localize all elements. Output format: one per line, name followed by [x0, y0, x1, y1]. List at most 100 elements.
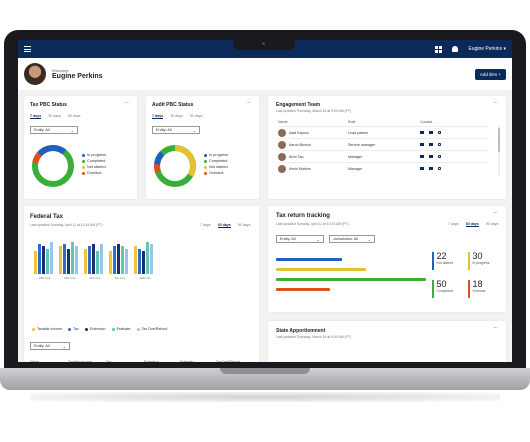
scrollbar-thumb[interactable] — [498, 128, 500, 152]
bar[interactable] — [71, 242, 74, 274]
app-grid-icon[interactable] — [435, 45, 443, 53]
tab-30-days[interactable]: 30 days — [217, 223, 231, 228]
donut-not-started — [154, 145, 196, 187]
legend-label: Not started — [87, 165, 106, 169]
bar[interactable] — [84, 248, 87, 274]
x-tick-label: JKL Corp — [114, 277, 126, 280]
member-name: Alvin Tao — [289, 154, 304, 159]
tab-7-days[interactable]: 7 days — [152, 114, 164, 119]
phone-icon[interactable] — [438, 155, 441, 158]
more-options-icon[interactable]: ··· — [493, 100, 498, 106]
hamburger-menu-icon[interactable] — [24, 46, 31, 52]
federal-tax-entity-select[interactable]: Entity: All ⌄ — [30, 342, 70, 350]
tracking-title: Tax return tracking — [276, 213, 330, 219]
select-label: Entity: All — [34, 128, 50, 132]
legend-item: Overdue — [204, 170, 228, 176]
tracking-bar[interactable] — [276, 258, 342, 261]
mail-icon[interactable] — [429, 155, 433, 158]
bar[interactable] — [100, 244, 103, 274]
tab-90-days[interactable]: 90 days — [67, 114, 81, 118]
legend-dot — [82, 153, 85, 157]
phone-icon[interactable] — [438, 143, 441, 146]
bar[interactable] — [96, 250, 99, 274]
bar[interactable] — [63, 244, 66, 274]
member-name: Aaron Buxton — [289, 142, 311, 147]
tracking-entity-select[interactable]: Entity: All ⌄ — [276, 235, 324, 243]
bar[interactable] — [134, 246, 137, 274]
tab-30-days[interactable]: 30 days — [170, 114, 183, 118]
bar[interactable] — [67, 248, 70, 274]
tracking-jurisdiction-select[interactable]: Jurisdiction: All ⌄ — [329, 235, 375, 243]
mail-icon[interactable] — [429, 143, 433, 146]
bar[interactable] — [59, 246, 62, 274]
tracking-bar[interactable] — [276, 278, 426, 281]
tab-90-days[interactable]: 90 days — [485, 222, 499, 226]
more-options-icon[interactable]: ··· — [246, 100, 251, 106]
col-name: Name — [278, 120, 348, 124]
legend-dot — [82, 165, 85, 169]
engagement-title: Engagement Team — [276, 102, 321, 108]
tab-90-days[interactable]: 90 days — [189, 114, 203, 118]
stat-value: 50 — [436, 279, 447, 289]
legend-label: Estimate — [116, 327, 131, 331]
table-header: Name Role Contact — [278, 118, 488, 126]
mail-icon[interactable] — [429, 131, 433, 134]
audit-pbc-entity-select[interactable]: Entity: All ⌄ — [152, 126, 200, 134]
tracking-bar[interactable] — [276, 268, 366, 271]
tab-30-days[interactable]: 30 days — [465, 222, 479, 227]
tracking-bar[interactable] — [276, 288, 330, 291]
bar[interactable] — [109, 250, 112, 274]
phone-icon[interactable] — [438, 167, 441, 170]
bar[interactable] — [138, 248, 141, 274]
bell-icon[interactable] — [452, 46, 459, 52]
legend-label: Overdue — [87, 171, 102, 175]
avatar — [278, 152, 286, 161]
stat-color-bar — [432, 252, 434, 270]
select-label: Entity: All — [280, 237, 296, 241]
bar[interactable] — [75, 246, 78, 274]
tab-90-days[interactable]: 90 days — [237, 223, 251, 227]
tracking-bars — [276, 258, 426, 298]
bar[interactable] — [42, 246, 45, 274]
legend-dot — [82, 171, 85, 175]
add-tiles-button[interactable]: Add tiles + — [474, 68, 506, 80]
stat-tile: 18 Overdue — [468, 280, 486, 298]
phone-icon[interactable] — [438, 131, 441, 134]
tax-pbc-entity-select[interactable]: Entity: All ⌄ — [30, 126, 78, 134]
federal-tax-table: Name Taxable Income Tax Extension Estimate Ta… — [30, 356, 255, 363]
tax-return-tracking-card: Tax return tracking Last updated Tuesday… — [268, 206, 506, 312]
stat-color-bar — [468, 252, 470, 270]
bar[interactable] — [121, 246, 124, 274]
engagement-team-card: Engagement Team Last updated Thursday, M… — [268, 96, 506, 199]
bar[interactable] — [88, 246, 91, 274]
bar[interactable] — [142, 250, 145, 274]
chat-icon[interactable] — [420, 155, 424, 158]
bar[interactable] — [113, 246, 116, 274]
mail-icon[interactable] — [429, 167, 433, 170]
chat-icon[interactable] — [420, 167, 424, 170]
chat-icon[interactable] — [420, 143, 424, 146]
bar[interactable] — [125, 248, 128, 274]
bar[interactable] — [46, 248, 49, 274]
bar[interactable] — [92, 244, 95, 274]
bar[interactable] — [50, 242, 53, 274]
bar[interactable] — [150, 244, 153, 274]
chevron-down-icon: ⌄ — [367, 236, 371, 242]
user-menu[interactable]: Eugine Perkins ▾ — [468, 46, 506, 52]
more-options-icon[interactable]: ··· — [124, 100, 129, 106]
x-tick-label: GHI Corp — [89, 277, 101, 280]
legend-label: In progress — [209, 153, 228, 157]
bar[interactable] — [34, 250, 37, 274]
tab-7-days[interactable]: 7 days — [30, 114, 42, 119]
more-options-icon[interactable]: ··· — [493, 325, 498, 331]
table-row: Kevin Martins Manager — [278, 162, 488, 174]
more-options-icon[interactable]: ··· — [493, 210, 498, 216]
bar[interactable] — [117, 244, 120, 274]
bar[interactable] — [38, 244, 41, 274]
tab-7-days[interactable]: 7 days — [448, 222, 459, 226]
bar[interactable] — [146, 242, 149, 274]
legend-label: Tax Due/Refund — [141, 327, 168, 331]
tab-30-days[interactable]: 30 days — [48, 114, 61, 118]
chat-icon[interactable] — [420, 131, 424, 134]
tab-7-days[interactable]: 7 days — [200, 223, 211, 227]
